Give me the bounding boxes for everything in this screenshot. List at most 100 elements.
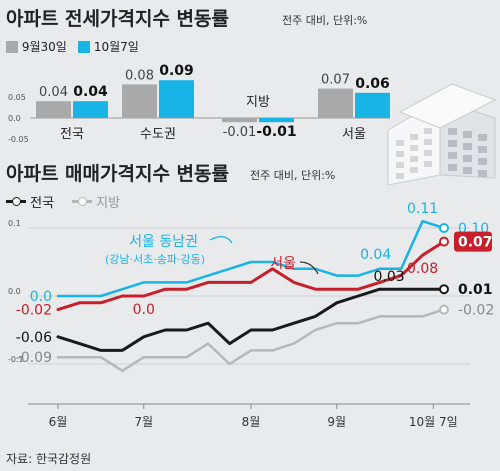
bottom-point-label: 0.03 (374, 269, 405, 285)
bottom-point-label: 0.11 (407, 201, 438, 217)
bottom-point-label: 0.01 (458, 282, 493, 298)
top-category-label: 전국 (60, 127, 84, 142)
top-bar (222, 118, 257, 123)
top-bar-value-label: -0.01 (223, 125, 257, 140)
building-window (396, 140, 404, 146)
building-window (478, 134, 487, 141)
building-window (463, 155, 472, 162)
building-window (410, 156, 418, 162)
bottom-ytick-label: 0.0 (8, 287, 21, 296)
top-chart-title: 아파트 전세가격지수 변동률 (6, 8, 229, 30)
legend-marker-nation (6, 197, 26, 206)
building-window (478, 158, 487, 165)
source-note: 자료: 한국감정원 (6, 452, 92, 466)
bottom-series-end-marker (439, 223, 449, 233)
legend-label-nation: 전국 (30, 196, 55, 211)
building-window (424, 161, 432, 167)
top-bar-value-label: -0.01 (256, 124, 296, 140)
bottom-point-label: -0.02 (16, 303, 52, 319)
legend-label-oct7: 10월7일 (93, 40, 139, 54)
bottom-x-tick-label: 6월 (49, 415, 68, 429)
bottom-series-line (56, 219, 446, 298)
annotation-gangnam-sublabel: (강남·서초·송파·강동) (105, 253, 205, 266)
top-bar (259, 118, 294, 123)
bottom-series-line (56, 287, 446, 352)
building-window (410, 167, 418, 173)
building-window (448, 164, 457, 171)
top-category-label: 지방 (246, 95, 270, 110)
bottom-x-tick-label: 8월 (242, 415, 261, 429)
legend-item-sep30: 9월30일 (6, 41, 67, 53)
bottom-x-tick-label: 9월 (327, 415, 346, 429)
building-window (463, 131, 472, 138)
bottom-chart-subtitle: 전주 대비, 단위:% (250, 169, 336, 182)
bottom-series-end-marker (439, 284, 449, 295)
building-window (396, 162, 404, 168)
annotation-gangnam-label: 서울 동남권 (129, 234, 198, 250)
bottom-series-end-marker (439, 304, 449, 315)
legend-item-nation: 전국 (6, 197, 54, 210)
bottom-point-label: 0.08 (407, 261, 438, 277)
bottom-x-tick-label: 7월 (134, 415, 153, 429)
legend-item-provinces: 지방 (72, 197, 120, 210)
top-ytick-label: 0.0 (8, 114, 21, 123)
building-window (478, 170, 487, 177)
top-bar (159, 80, 194, 118)
legend-label-provinces: 지방 (96, 196, 121, 211)
legend-item-oct7: 10월7일 (78, 41, 139, 53)
bottom-series-line (56, 240, 446, 312)
bottom-point-label: 0.04 (360, 247, 391, 263)
building-window (424, 139, 432, 145)
apartment-building-illustration (387, 83, 497, 186)
top-bar (73, 101, 108, 118)
top-category-label: 서울 (342, 127, 366, 142)
top-bar-value-label: 0.07 (321, 73, 350, 88)
top-ytick-label: 0.05 (8, 93, 26, 102)
annotation-gangnam-pointer (209, 236, 233, 244)
bottom-series-end-marker (439, 236, 449, 247)
bottom-series-line (56, 308, 446, 373)
building-window (410, 134, 418, 140)
top-bar (36, 101, 71, 118)
top-chart-subtitle: 전주 대비, 단위:% (282, 14, 368, 27)
top-bar-value-label: 0.04 (39, 85, 68, 100)
building-window (448, 140, 457, 147)
bottom-ytick-label: 0.1 (8, 219, 21, 228)
top-bar (122, 84, 157, 118)
bottom-chart-title: 아파트 매매가격지수 변동률 (6, 163, 229, 185)
building-window (410, 145, 418, 151)
bottom-point-label: -0.02 (458, 303, 494, 319)
building-window (448, 152, 457, 159)
top-bar-value-label: 0.04 (73, 84, 108, 100)
top-bar-value-label: 0.09 (159, 63, 194, 79)
bottom-point-label: -0.09 (16, 350, 52, 366)
annotation-seoul-label: 서울 (270, 256, 296, 272)
bottom-x-tick-label: 10월 7일 (409, 415, 458, 429)
top-bar (318, 88, 353, 118)
building-window (424, 128, 432, 134)
building-window (424, 150, 432, 156)
bottom-point-label: 0.07 (458, 235, 493, 251)
bottom-point-label: 0.0 (133, 302, 155, 318)
legend-label-sep30: 9월30일 (21, 40, 67, 54)
bottom-highlight-label-bg (454, 231, 492, 252)
building-window (463, 167, 472, 174)
bottom-point-label: -0.06 (16, 330, 52, 346)
building-window (448, 128, 457, 135)
building-roof (398, 83, 497, 129)
top-ytick-label: -0.05 (8, 135, 29, 144)
legend-marker-provinces (72, 197, 92, 206)
building-window (463, 143, 472, 150)
bottom-point-label: 0.0 (30, 289, 52, 305)
top-bar-value-label: 0.08 (125, 68, 154, 83)
annotation-seoul-pointer (299, 261, 319, 275)
building-window (396, 173, 404, 179)
legend-swatch-cyan (78, 41, 90, 53)
top-bar-value-label: 0.06 (355, 76, 390, 92)
bottom-ytick-label: -0.1 (8, 355, 24, 364)
legend-swatch-gray (6, 41, 18, 53)
building-window (396, 151, 404, 157)
top-category-label: 수도권 (140, 127, 176, 142)
